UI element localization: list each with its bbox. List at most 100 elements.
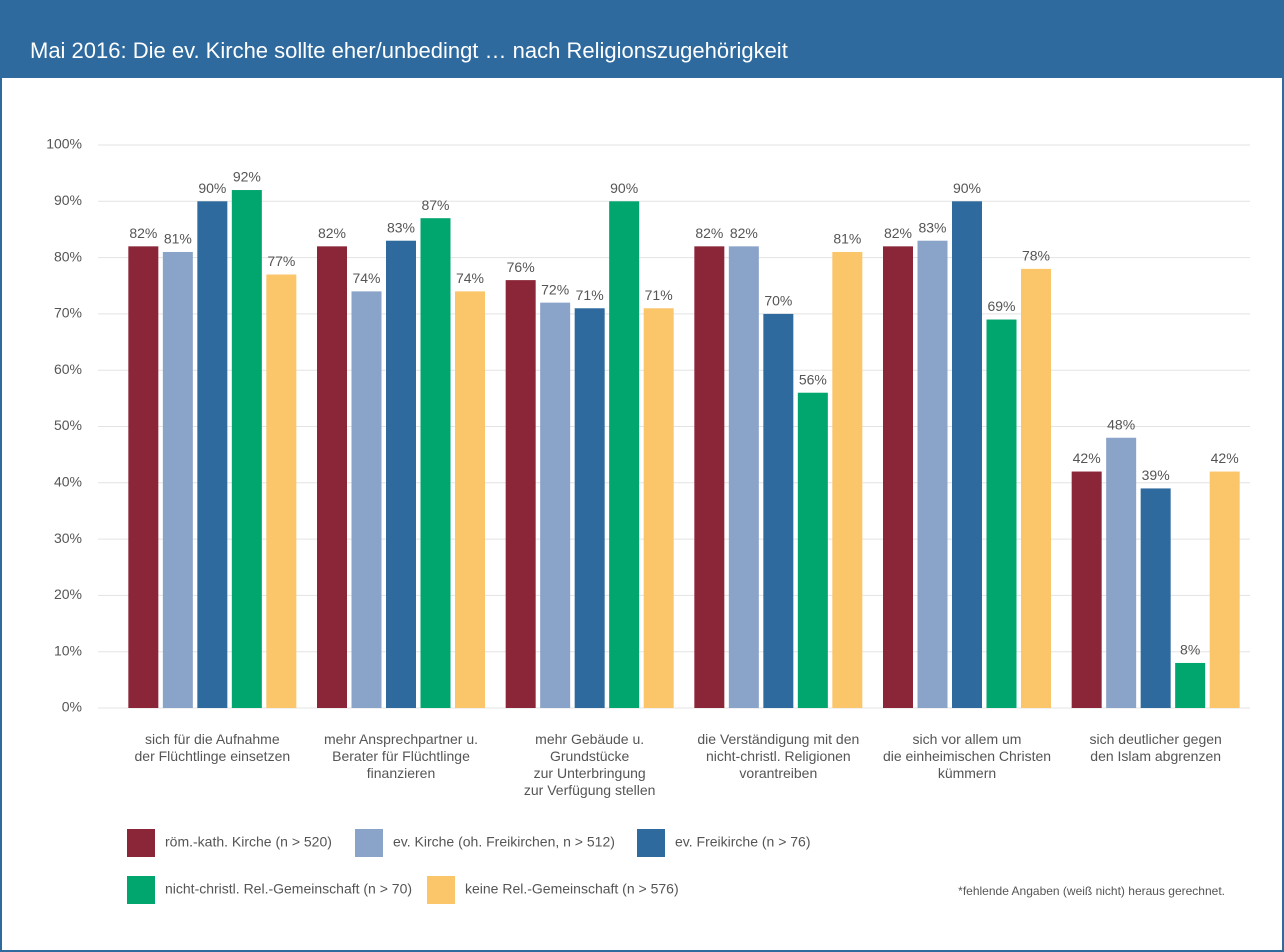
bar: [1071, 471, 1102, 708]
bar: [883, 246, 913, 708]
value-label: 42%: [1073, 450, 1101, 466]
legend-swatch: [127, 876, 155, 904]
x-tick-label: sich vor allem um die einheimischen Chris…: [883, 731, 1051, 781]
x-tick-line: finanzieren: [367, 765, 436, 781]
x-tick-label: mehr Ansprechpartner u. Berater für Flüch…: [324, 731, 478, 781]
value-label: 74%: [352, 270, 380, 286]
x-tick-line: sich vor allem um: [913, 731, 1022, 747]
bar: [540, 302, 571, 708]
y-tick-label: 10%: [54, 642, 82, 658]
value-label: 81%: [164, 231, 192, 247]
value-label: 90%: [610, 180, 638, 196]
y-tick-label: 70%: [54, 305, 82, 321]
y-tick-label: 50%: [54, 417, 82, 433]
value-label: 56%: [799, 371, 827, 387]
bar: [609, 201, 640, 709]
y-tick-label: 40%: [54, 474, 82, 490]
value-label: 81%: [833, 231, 861, 247]
bar: [317, 246, 347, 708]
value-label: 71%: [645, 287, 673, 303]
bar: [1140, 488, 1171, 708]
value-label: 74%: [456, 270, 484, 286]
bar: [1175, 662, 1206, 708]
value-label: 70%: [764, 293, 792, 309]
y-tick-label: 20%: [54, 586, 82, 602]
legend-swatch: [637, 829, 665, 857]
x-tick-line: vorantreiben: [739, 765, 817, 781]
chart-title: Mai 2016: Die ev. Kirche sollte eher/unb…: [30, 38, 788, 63]
bar: [197, 201, 228, 709]
value-label: 76%: [507, 259, 535, 275]
value-label: 42%: [1211, 450, 1239, 466]
bar: [763, 313, 794, 708]
value-label: 92%: [233, 169, 261, 185]
value-label: 77%: [267, 253, 295, 269]
value-label: 90%: [953, 180, 981, 196]
bar: [986, 319, 1017, 708]
bar: [832, 251, 863, 708]
y-tick-label: 80%: [54, 248, 82, 264]
x-tick-line: sich für die Aufnahme: [145, 731, 280, 747]
bar: [386, 240, 416, 708]
value-label: 78%: [1022, 248, 1050, 264]
x-tick-label: sich für die Aufnahme der Flüchtlinge ein…: [135, 731, 291, 764]
value-label: 82%: [730, 225, 758, 241]
value-label: 82%: [129, 225, 157, 241]
y-tick-label: 60%: [54, 361, 82, 377]
legend-label: keine Rel.-Gemeinschaft (n > 576): [465, 881, 679, 897]
value-label: 71%: [576, 287, 604, 303]
legend-label: ev. Freikirche (n > 76): [675, 834, 811, 850]
bar: [643, 308, 674, 708]
x-tick-line: mehr Gebäude u.: [535, 731, 644, 747]
value-label: 69%: [987, 298, 1015, 314]
bar: [266, 274, 297, 708]
header-bar: [0, 0, 1284, 78]
bar: [952, 201, 982, 709]
x-tick-line: die Verständigung mit den: [697, 731, 859, 747]
x-tick-line: sich deutlicher gegen: [1090, 731, 1222, 747]
y-tick-label: 90%: [54, 192, 82, 208]
x-tick-line: zur Verfügung stellen: [524, 782, 656, 798]
legend-swatch: [427, 876, 455, 904]
x-tick-line: zur Unterbringung: [534, 765, 646, 781]
legend-label: nicht-christl. Rel.-Gemeinschaft (n > 70…: [165, 881, 412, 897]
bar: [420, 218, 451, 708]
y-tick-label: 100%: [46, 136, 82, 152]
x-tick-line: die einheimischen Christen: [883, 748, 1051, 764]
legend-label: ev. Kirche (oh. Freikirchen, n > 512): [393, 834, 615, 850]
x-tick-label: mehr Gebäude u. Grundstücke zur Unterbring…: [524, 731, 656, 798]
bar: [797, 392, 828, 708]
x-tick-line: kümmern: [938, 765, 996, 781]
value-label: 8%: [1180, 642, 1200, 658]
legend-label: röm.-kath. Kirche (n > 520): [165, 834, 332, 850]
bar: [1021, 268, 1051, 708]
value-label: 39%: [1142, 467, 1170, 483]
value-label: 83%: [387, 219, 415, 235]
value-label: 83%: [918, 219, 946, 235]
bar: [455, 291, 485, 708]
bar: [917, 240, 948, 708]
bar: [162, 251, 193, 708]
bar: [128, 246, 159, 708]
x-tick-label: sich deutlicher gegen den Islam abgrenzen: [1090, 731, 1222, 764]
y-tick-label: 30%: [54, 530, 82, 546]
x-tick-line: Grundstücke: [550, 748, 630, 764]
value-label: 82%: [884, 225, 912, 241]
bar: [574, 308, 605, 708]
value-label: 82%: [695, 225, 723, 241]
bar: [351, 291, 382, 708]
x-tick-line: den Islam abgrenzen: [1090, 748, 1221, 764]
bar: [1106, 437, 1137, 708]
y-tick-label: 0%: [62, 699, 82, 715]
x-tick-line: Berater für Flüchtlinge: [332, 748, 470, 764]
footnote: *fehlende Angaben (weiß nicht) heraus ge…: [958, 884, 1225, 898]
value-label: 82%: [318, 225, 346, 241]
x-tick-line: mehr Ansprechpartner u.: [324, 731, 478, 747]
value-label: 48%: [1107, 416, 1135, 432]
value-label: 90%: [198, 180, 226, 196]
bar: [694, 246, 725, 708]
x-tick-label: die Verständigung mit den nicht-christl. …: [697, 731, 859, 781]
bar: [1209, 471, 1240, 708]
bar: [728, 246, 759, 708]
